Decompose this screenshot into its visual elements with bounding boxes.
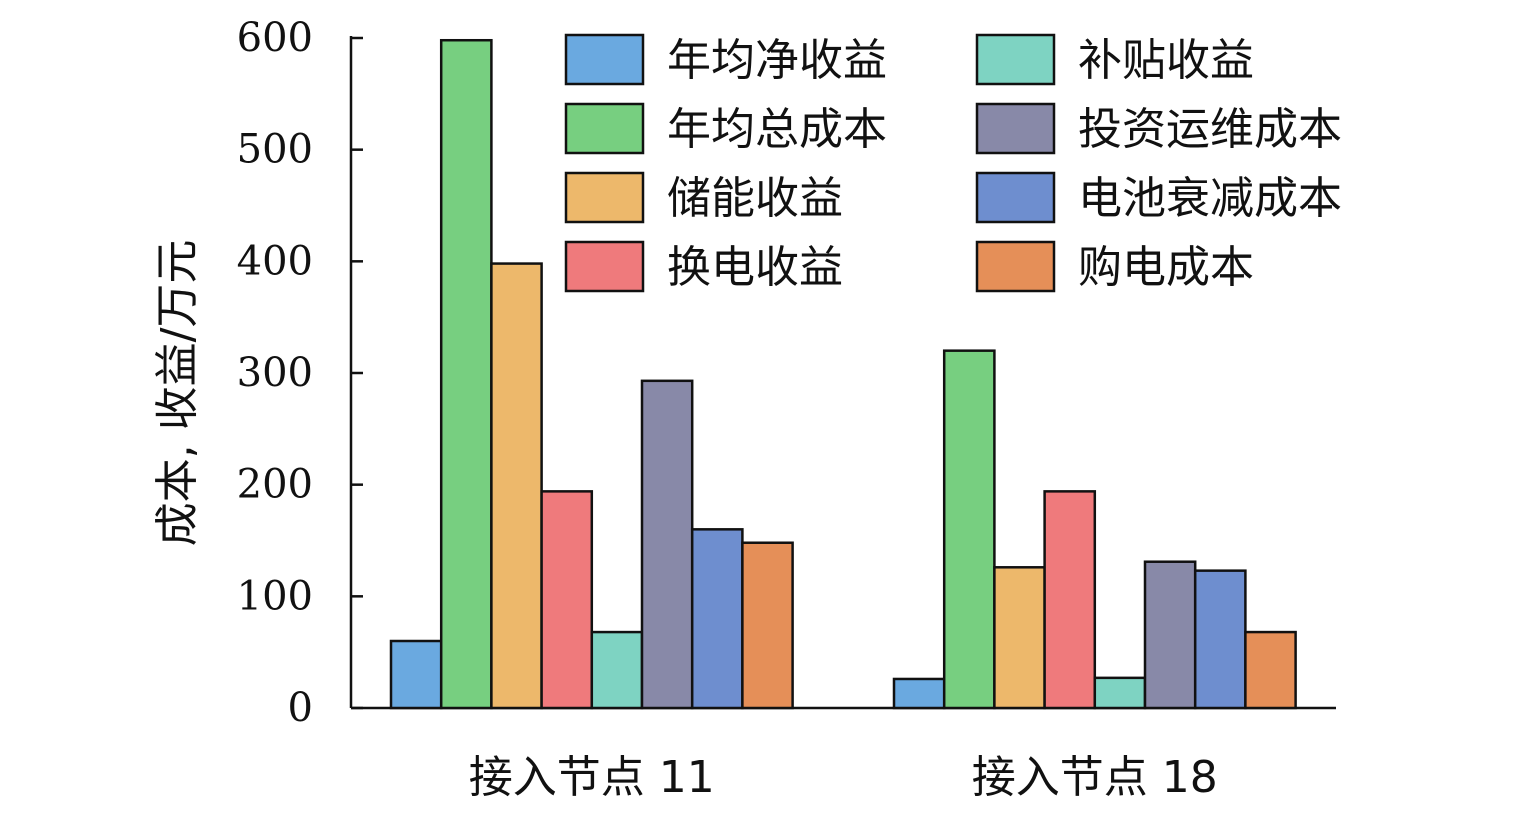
bar [1043,490,1097,710]
bar [690,528,744,710]
legend-label: 购电成本 [1078,242,1254,293]
x-category-labels: 接入节点 11 接入节点 18 [469,752,1218,803]
legend-swatch [975,240,1056,293]
bar [1244,630,1297,710]
legend-label: 投资运维成本 [1078,104,1342,155]
bar [1193,569,1247,710]
y-tick-label: 0 [288,685,313,731]
x-category-label: 接入节点 11 [469,752,715,803]
legend-swatch [975,102,1056,155]
bar [389,639,443,710]
y-tick-label: 400 [237,238,313,284]
bar [942,349,996,710]
legend-swatch [564,102,645,155]
bar [892,677,946,710]
legend-label: 补贴收益 [1078,35,1254,86]
legend-swatch [975,171,1056,224]
bar [741,541,794,710]
legend-label: 换电收益 [667,242,843,293]
legend-swatch [564,33,645,86]
y-tick-label: 200 [237,462,313,508]
legend-swatch [564,240,645,293]
bar [1143,560,1197,710]
legend-swatch [975,33,1056,86]
bar [439,38,493,710]
bar [993,566,1046,710]
x-category-label: 接入节点 18 [972,752,1218,803]
y-axis-title: 成本, 收益/万元 [152,240,203,547]
y-tick-label: 500 [237,127,313,173]
bar [490,262,543,710]
bar [1093,676,1147,710]
y-tick-label: 600 [237,15,313,61]
legend-swatch [564,171,645,224]
bar [640,379,694,710]
y-ticks: 0 100 200 300 400 500 600 [237,15,363,731]
legend-label: 储能收益 [667,173,843,224]
legend-label: 年均总成本 [667,104,887,155]
bar [590,630,644,710]
bar [540,490,594,710]
y-tick-label: 100 [237,573,313,619]
legend-label: 年均净收益 [667,35,887,86]
y-tick-label: 300 [237,350,313,396]
bars [389,38,1297,710]
legend-label: 电池衰减成本 [1078,173,1342,224]
